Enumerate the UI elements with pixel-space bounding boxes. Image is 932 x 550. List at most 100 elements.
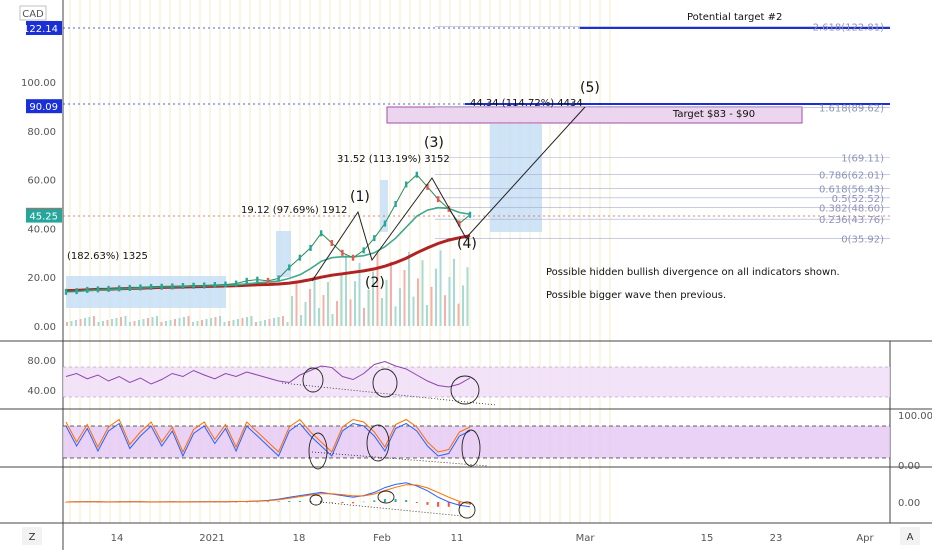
note-line-1: Possible hidden bullish divergence on al…	[546, 267, 840, 278]
volume-bar	[115, 318, 118, 326]
candle	[181, 282, 185, 289]
candle	[203, 282, 206, 289]
time-tick: 11	[451, 533, 464, 544]
candle	[298, 254, 302, 261]
volume-bar	[264, 320, 266, 326]
wave-5-label: (5)	[580, 80, 600, 96]
candle	[468, 211, 472, 218]
candle	[330, 240, 333, 247]
candle	[234, 280, 238, 287]
volume-bar	[138, 320, 140, 326]
volume-bar	[358, 263, 361, 326]
candle	[362, 247, 365, 254]
volume-bar	[354, 281, 356, 326]
macd-histogram-bar	[245, 501, 248, 503]
volume-bar	[462, 285, 464, 326]
volume-bar	[363, 307, 365, 326]
volume-bar	[286, 322, 289, 326]
volume-bar	[133, 321, 136, 326]
volume-bar	[214, 317, 217, 326]
consolidation-zone	[66, 276, 226, 308]
divergence-circle	[458, 501, 476, 519]
volume-bar	[309, 289, 311, 326]
price-badge-label: 45.25	[29, 212, 58, 223]
volume-bar	[241, 318, 244, 326]
candle	[224, 281, 227, 288]
macd-line	[65, 482, 471, 508]
price-badge-label: 122.14	[23, 24, 58, 35]
auto-scale-button[interactable]	[900, 527, 920, 545]
volume-bar	[102, 321, 104, 326]
left-move-label: (182.63%) 1325	[67, 251, 148, 262]
divergence-circle	[450, 375, 480, 405]
time-tick: 2021	[199, 533, 224, 544]
macd-histogram-bar	[277, 501, 280, 502]
macd-histogram-bar	[394, 499, 397, 502]
volume-bar	[304, 302, 307, 326]
candle	[117, 285, 121, 292]
volume-bars	[66, 250, 469, 326]
move-1-label: 19.12 (97.69%) 1912	[241, 205, 347, 216]
macd-histogram-bar	[288, 501, 291, 502]
volume-bar	[196, 321, 199, 326]
volume-bar	[97, 322, 100, 326]
candle	[436, 196, 440, 203]
volume-bar	[345, 254, 347, 326]
candle	[415, 171, 419, 178]
macd-histogram-bar	[447, 502, 450, 507]
divergence-circle	[366, 424, 390, 462]
price-badge	[26, 20, 62, 35]
candle	[319, 230, 323, 237]
fib-label: 0.786(62.01)	[819, 171, 884, 182]
candle	[309, 244, 312, 251]
volume-bar	[246, 317, 248, 326]
volume-bar	[340, 272, 343, 326]
candle	[405, 181, 408, 188]
macd-signal-line	[65, 484, 471, 505]
price-series	[64, 171, 472, 295]
fib-label: 0.236(43.76)	[819, 215, 884, 226]
volume-bar	[282, 316, 284, 326]
volume-bar	[106, 320, 109, 326]
time-tick: 18	[293, 533, 306, 544]
rsi-series	[65, 360, 471, 388]
volume-bar	[300, 315, 302, 326]
macd-histogram-bar	[352, 502, 355, 504]
candle	[447, 205, 450, 212]
volume-bar	[444, 295, 446, 326]
price-tick: 20.00	[27, 273, 56, 284]
volume-bar	[205, 319, 208, 326]
macd-histogram-bar	[437, 502, 440, 507]
volume-bar	[210, 318, 212, 326]
divergence-circle	[308, 432, 328, 470]
price-axis: 100.00 80.00 60.00 40.00 20.00 0.00	[21, 78, 56, 333]
wave-4-label: (4)	[457, 236, 477, 252]
zoom-left-button[interactable]	[22, 527, 42, 545]
consolidation-zone	[276, 231, 291, 277]
volume-bar	[273, 318, 275, 326]
time-axis: 14 2021 18 Feb 11 Mar 15 23 Apr	[111, 533, 875, 544]
volume-bar	[70, 321, 73, 326]
time-tick: 15	[701, 533, 714, 544]
macd-histogram-bar	[65, 502, 67, 503]
volume-bar	[318, 308, 320, 326]
volume-bar	[327, 282, 329, 326]
macd-histogram-bar	[426, 502, 429, 505]
volume-bar	[448, 277, 451, 326]
volume-bar	[336, 301, 338, 326]
elliott-wave-path	[311, 106, 586, 282]
rsi-tick: 40.00	[27, 386, 56, 397]
fib-label: 0.382(48.60)	[819, 203, 884, 214]
volume-bar	[151, 317, 154, 326]
fib-label: 0.5(52.52)	[832, 194, 884, 205]
volume-bar	[322, 295, 325, 326]
volume-bar	[66, 322, 68, 326]
note-line-2: Possible bigger wave then previous.	[546, 290, 726, 301]
wave-3-label: (3)	[424, 135, 444, 151]
candle	[160, 283, 163, 290]
divergence-circle	[302, 367, 324, 393]
move-5-label: 44.34 (114.72%) 4434	[470, 98, 583, 109]
candle	[64, 288, 68, 295]
